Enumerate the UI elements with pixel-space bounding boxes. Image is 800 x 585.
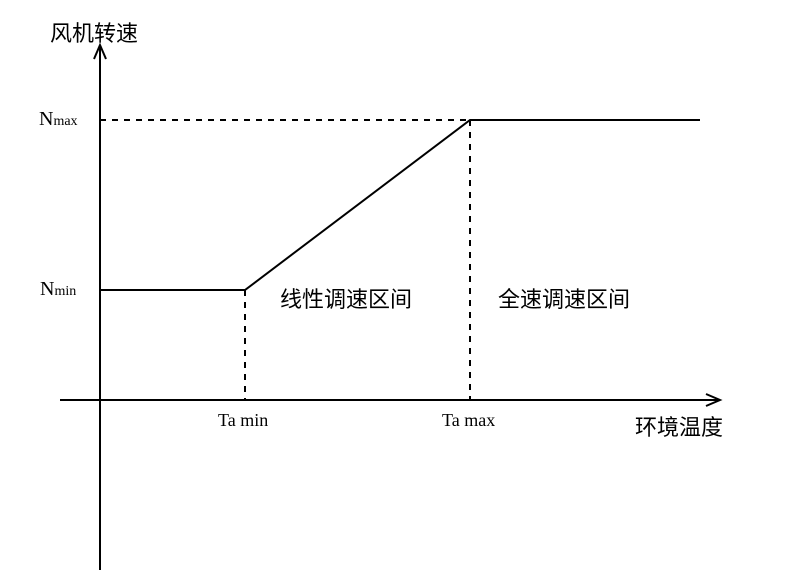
ta-min-label: Ta min (218, 410, 268, 431)
n-min-label: Nmin (40, 278, 76, 301)
full-zone-label: 全速调速区间 (498, 282, 630, 314)
diagram-stage: 风机转速 环境温度 Nmax Nmin Ta min Ta max 线性调速区间… (0, 0, 800, 585)
y-axis-title: 风机转速 (50, 16, 138, 48)
n-max-label: Nmax (39, 108, 78, 131)
x-axis-title: 环境温度 (635, 410, 723, 442)
linear-zone-label: 线性调速区间 (280, 282, 412, 314)
ta-max-label: Ta max (442, 410, 495, 431)
